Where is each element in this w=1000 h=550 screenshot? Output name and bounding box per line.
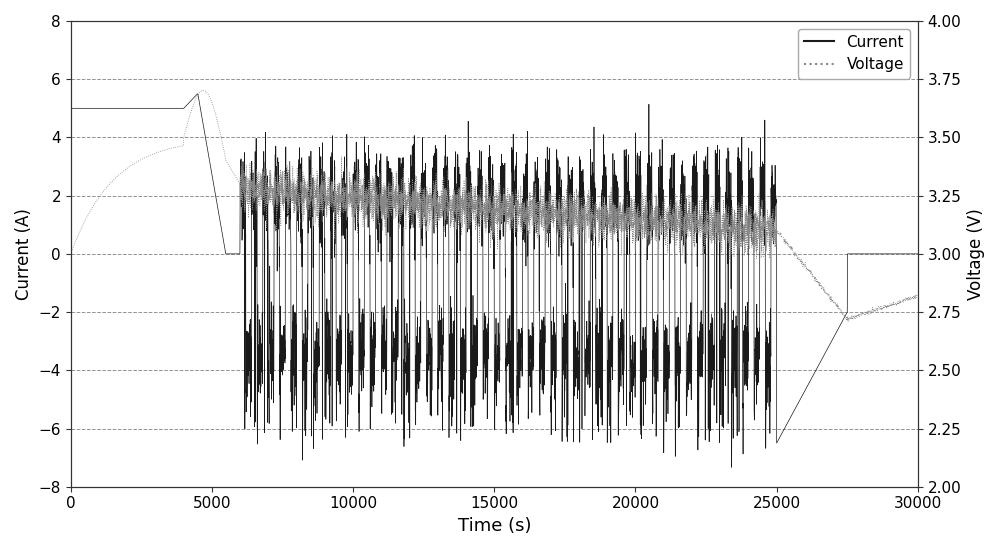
Voltage bbox=[891, 302, 903, 309]
Y-axis label: Voltage (V): Voltage (V) bbox=[967, 208, 985, 300]
Current bbox=[726, 464, 738, 471]
X-axis label: Time (s): Time (s) bbox=[458, 517, 531, 535]
Current bbox=[606, 342, 618, 348]
Legend: Current, Voltage: Current, Voltage bbox=[798, 29, 910, 79]
Voltage bbox=[912, 292, 924, 299]
Y-axis label: Current (A): Current (A) bbox=[15, 208, 33, 300]
Voltage bbox=[606, 228, 618, 235]
Voltage bbox=[842, 318, 854, 324]
Current bbox=[65, 105, 77, 112]
Line: Voltage: Voltage bbox=[71, 90, 918, 321]
Current bbox=[899, 251, 911, 257]
Voltage bbox=[197, 87, 209, 94]
Voltage bbox=[650, 221, 662, 228]
Voltage bbox=[484, 209, 496, 216]
Current bbox=[650, 433, 662, 439]
Current bbox=[847, 251, 859, 257]
Current bbox=[891, 251, 903, 257]
Current bbox=[192, 90, 204, 97]
Line: Current: Current bbox=[71, 94, 918, 467]
Voltage bbox=[65, 251, 77, 257]
Current bbox=[912, 251, 924, 257]
Voltage bbox=[899, 296, 911, 303]
Current bbox=[484, 190, 496, 196]
Voltage bbox=[847, 314, 859, 321]
